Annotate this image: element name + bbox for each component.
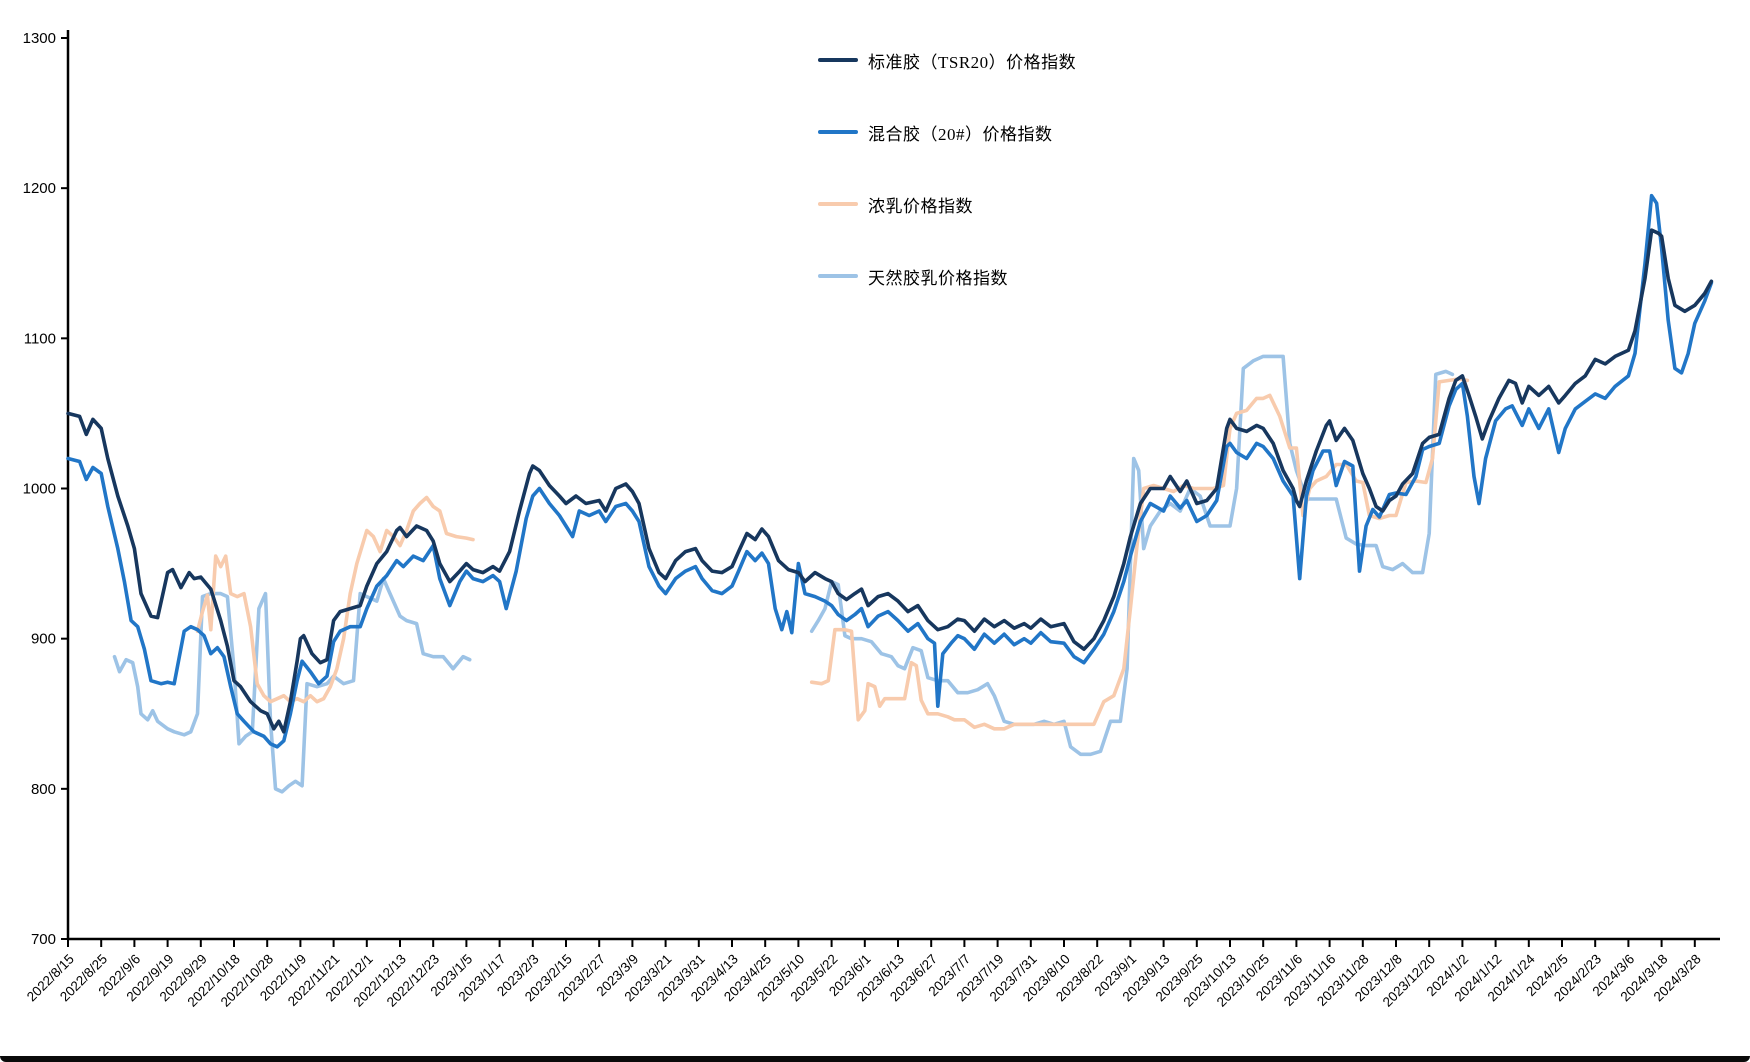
- legend-item-mixed20: 混合胶（20#）价格指数: [818, 120, 1076, 144]
- series-line-3-seg-1: [809, 354, 1455, 757]
- y-tick-label: 700: [31, 931, 56, 948]
- series-line-3-seg-0: [112, 576, 472, 794]
- legend-label-tsr20: 标准胶（TSR20）价格指数: [868, 52, 1077, 72]
- legend-item-latex-concentrate: 浓乳价格指数: [818, 192, 1076, 216]
- chart-legend: 标准胶（TSR20）价格指数 混合胶（20#）价格指数 浓乳价格指数 天然胶乳价…: [818, 48, 1076, 336]
- legend-label-natural-latex: 天然胶乳价格指数: [868, 268, 1008, 288]
- y-tick-label: 900: [31, 631, 56, 648]
- legend-label-mixed20: 混合胶（20#）价格指数: [868, 124, 1053, 144]
- series-line-2-seg-1: [809, 377, 1470, 731]
- mixed20-line-swatch-icon: [818, 130, 858, 134]
- y-tick-label: 1000: [23, 481, 56, 498]
- natural-latex-line-swatch-icon: [818, 274, 858, 278]
- series-line-0-seg-0: [66, 228, 1714, 734]
- y-tick-label: 1200: [23, 180, 56, 197]
- series-line-2-seg-0: [195, 495, 475, 704]
- legend-label-latex-concentrate: 浓乳价格指数: [868, 196, 973, 216]
- latex-concentrate-line-swatch-icon: [818, 202, 858, 206]
- legend-item-tsr20: 标准胶（TSR20）价格指数: [818, 48, 1076, 72]
- tsr20-line-swatch-icon: [818, 58, 858, 62]
- y-tick-label: 800: [31, 781, 56, 798]
- y-tick-label: 1100: [24, 330, 56, 347]
- y-tick-label: 1300: [23, 30, 56, 47]
- legend-item-natural-latex: 天然胶乳价格指数: [818, 264, 1076, 288]
- series-line-1-seg-0: [66, 193, 1714, 749]
- window-bottom-border: [0, 1056, 1750, 1062]
